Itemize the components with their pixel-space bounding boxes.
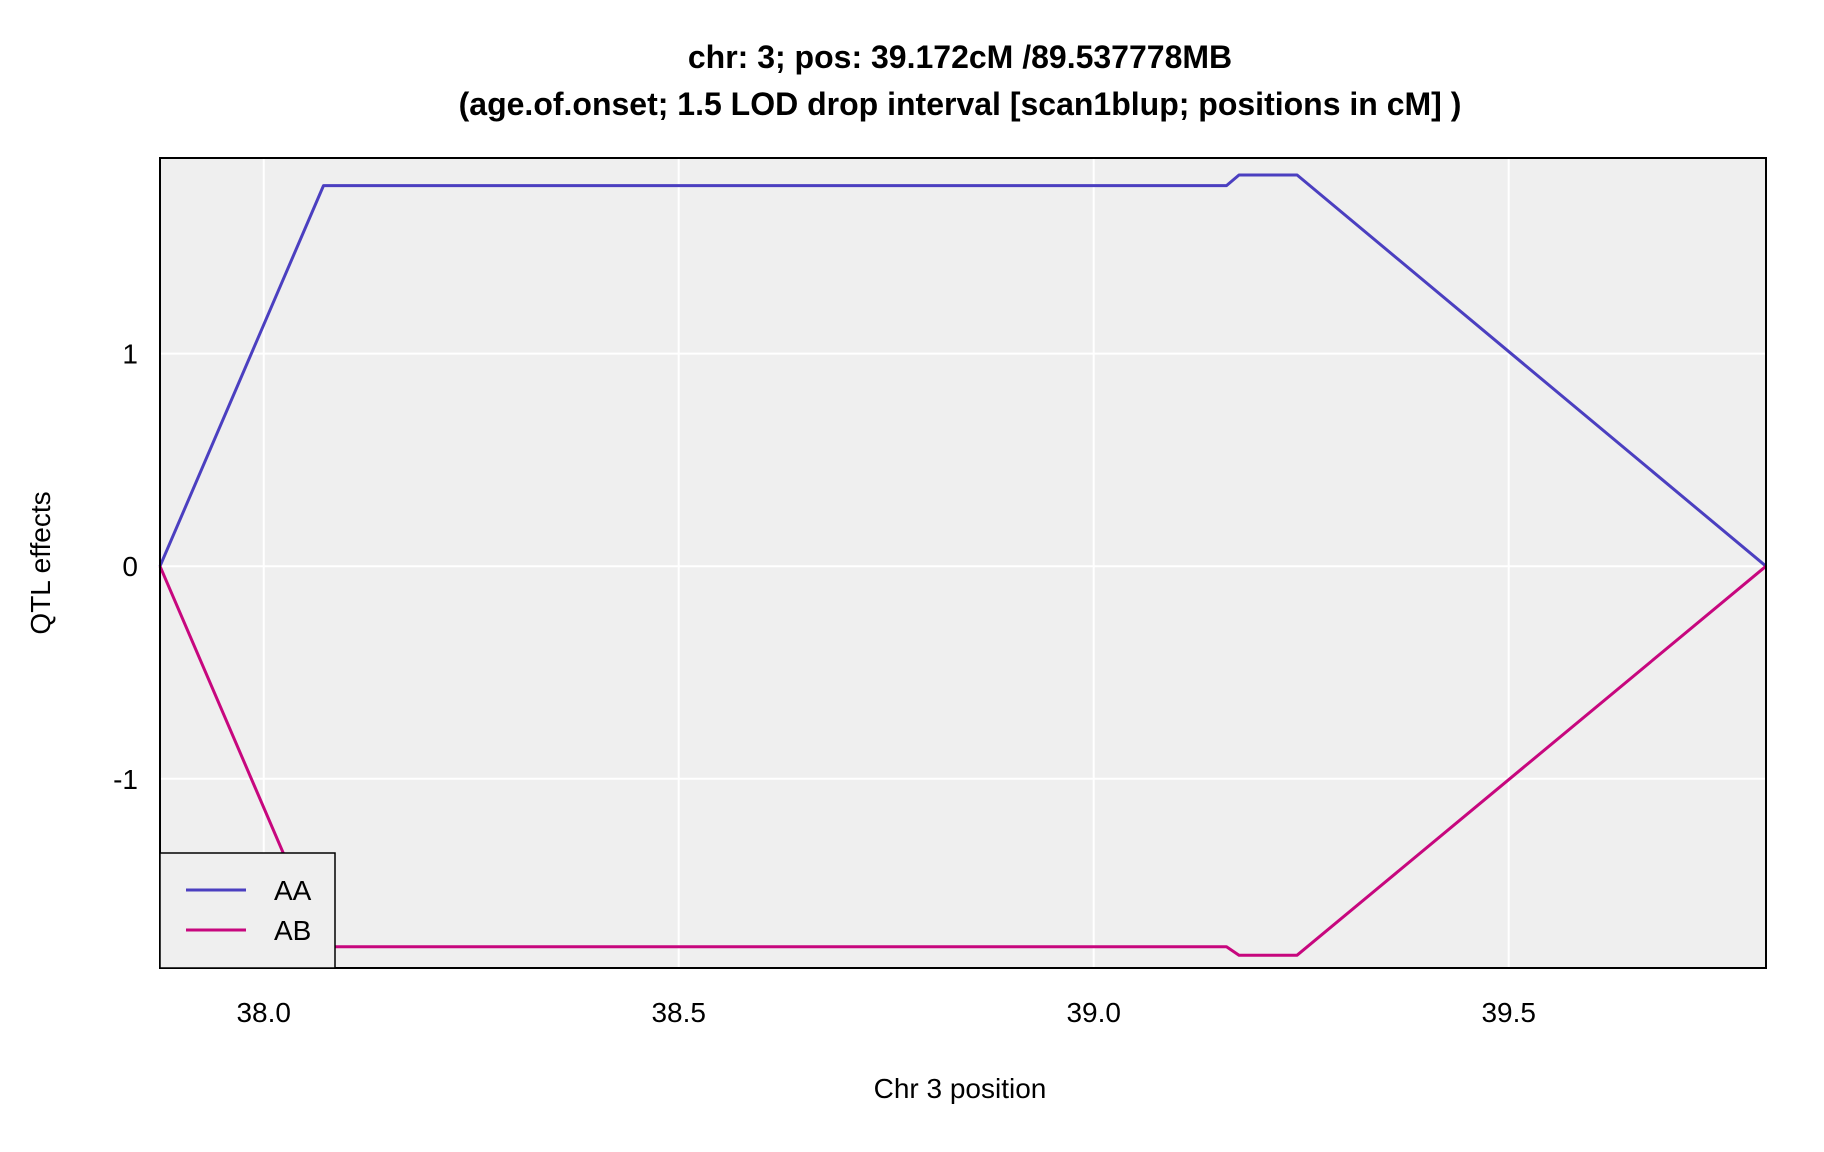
chart-subtitle: (age.of.onset; 1.5 LOD drop interval [sc…	[459, 86, 1462, 122]
plot-background	[160, 158, 1766, 968]
grid-lines	[160, 158, 1766, 968]
legend-label-AA: AA	[274, 875, 312, 906]
x-tick-label: 39.0	[1066, 997, 1121, 1028]
x-axis-ticks: 38.0 38.5 39.0 39.5	[236, 997, 1535, 1028]
x-tick-label: 38.5	[651, 997, 706, 1028]
x-tick-label: 39.5	[1481, 997, 1536, 1028]
chart-title: chr: 3; pos: 39.172cM /89.537778MB	[688, 39, 1232, 75]
y-tick-label: 1	[122, 339, 138, 370]
legend-label-AB: AB	[274, 915, 311, 946]
plot-frame	[159, 157, 1767, 969]
x-tick-label: 38.0	[236, 997, 291, 1028]
x-axis-label: Chr 3 position	[874, 1073, 1047, 1104]
y-axis-ticks: -1 0 1	[113, 339, 138, 795]
series-line-AA	[158, 173, 1767, 568]
y-axis-label: QTL effects	[25, 491, 56, 634]
y-tick-label: 0	[122, 551, 138, 582]
legend-box	[159, 852, 336, 969]
y-tick-label: -1	[113, 764, 138, 795]
legend: AA AB	[159, 852, 336, 969]
